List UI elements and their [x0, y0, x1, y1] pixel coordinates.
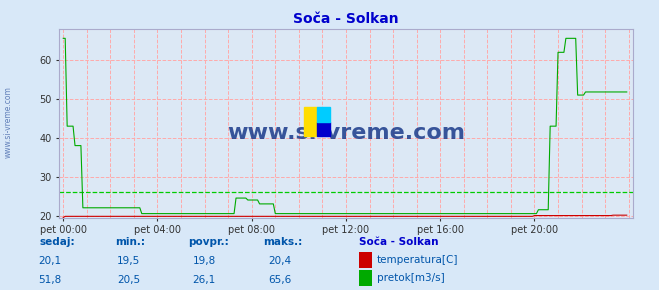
Text: min.:: min.: [115, 237, 146, 247]
Text: povpr.:: povpr.: [188, 237, 229, 247]
Text: www.si-vreme.com: www.si-vreme.com [227, 123, 465, 143]
Text: 20,1: 20,1 [38, 256, 61, 266]
Bar [317, 107, 330, 122]
Bar [359, 270, 372, 286]
Bar [359, 252, 372, 268]
Text: temperatura[C]: temperatura[C] [377, 255, 459, 265]
Text: 19,8: 19,8 [192, 256, 216, 266]
Text: maks.:: maks.: [264, 237, 303, 247]
Text: pretok[m3/s]: pretok[m3/s] [377, 273, 445, 283]
Text: 51,8: 51,8 [38, 275, 61, 285]
Text: 20,4: 20,4 [268, 256, 292, 266]
Bar [304, 107, 317, 136]
Text: 65,6: 65,6 [268, 275, 292, 285]
Text: 19,5: 19,5 [117, 256, 140, 266]
Text: Soča - Solkan: Soča - Solkan [359, 237, 439, 247]
Text: 26,1: 26,1 [192, 275, 216, 285]
Text: www.si-vreme.com: www.si-vreme.com [3, 86, 13, 158]
Text: sedaj:: sedaj: [40, 237, 75, 247]
Bar [317, 122, 330, 136]
Text: 20,5: 20,5 [117, 275, 140, 285]
Title: Soča - Solkan: Soča - Solkan [293, 12, 399, 26]
